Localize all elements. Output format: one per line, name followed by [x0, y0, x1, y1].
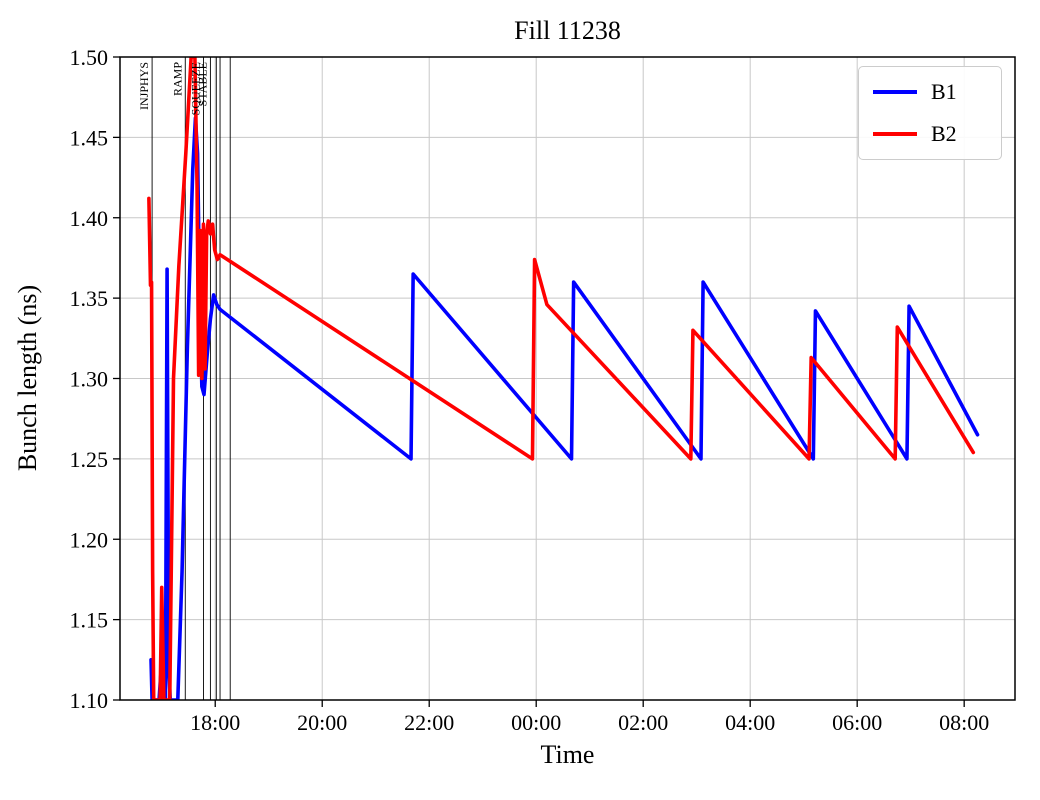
legend-label: B1 — [931, 79, 957, 104]
x-tick-label: 02:00 — [618, 710, 668, 735]
legend-line-swatch — [873, 132, 917, 136]
y-tick-label: 1.30 — [70, 367, 109, 392]
event-label-stable: STABLE — [195, 62, 209, 106]
y-tick-label: 1.20 — [70, 527, 109, 552]
y-tick-label: 1.15 — [70, 608, 109, 633]
x-axis-label: Time — [540, 740, 595, 769]
x-tick-label: 00:00 — [511, 710, 561, 735]
event-label-injphys: INJPHYS — [137, 62, 151, 110]
legend-entry-b1: B1 — [873, 79, 987, 105]
x-tick-label: 04:00 — [725, 710, 775, 735]
series-line-b2 — [147, 57, 976, 700]
x-tick-label: 08:00 — [939, 710, 989, 735]
legend-line-swatch — [873, 90, 917, 94]
series-line-b1 — [149, 116, 980, 700]
x-tick-label: 20:00 — [297, 710, 347, 735]
event-label-squeeze: SQUEEZE — [188, 62, 202, 115]
ticks: 18:00 20:00 22:00 00:00 02:00 04:00 06:00 08:00… — [70, 45, 990, 735]
y-tick-label: 1.10 — [70, 688, 109, 713]
y-tick-label: 1.25 — [70, 447, 109, 472]
y-axis-label: Bunch length (ns) — [13, 284, 42, 472]
series-group — [147, 57, 980, 700]
y-tick-label: 1.40 — [70, 206, 109, 231]
y-tick-label: 1.50 — [70, 45, 109, 70]
x-tick-label: 06:00 — [832, 710, 882, 735]
chart-title: Fill 11238 — [514, 16, 621, 45]
y-tick-label: 1.45 — [70, 125, 109, 150]
legend-label: B2 — [931, 121, 957, 146]
legend-entry-b2: B2 — [873, 121, 987, 147]
y-tick-label: 1.35 — [70, 286, 109, 311]
event-label-ramp: RAMP — [170, 62, 184, 96]
x-tick-label: 18:00 — [190, 710, 240, 735]
legend: B1 B2 — [858, 66, 1002, 160]
x-tick-label: 22:00 — [404, 710, 454, 735]
